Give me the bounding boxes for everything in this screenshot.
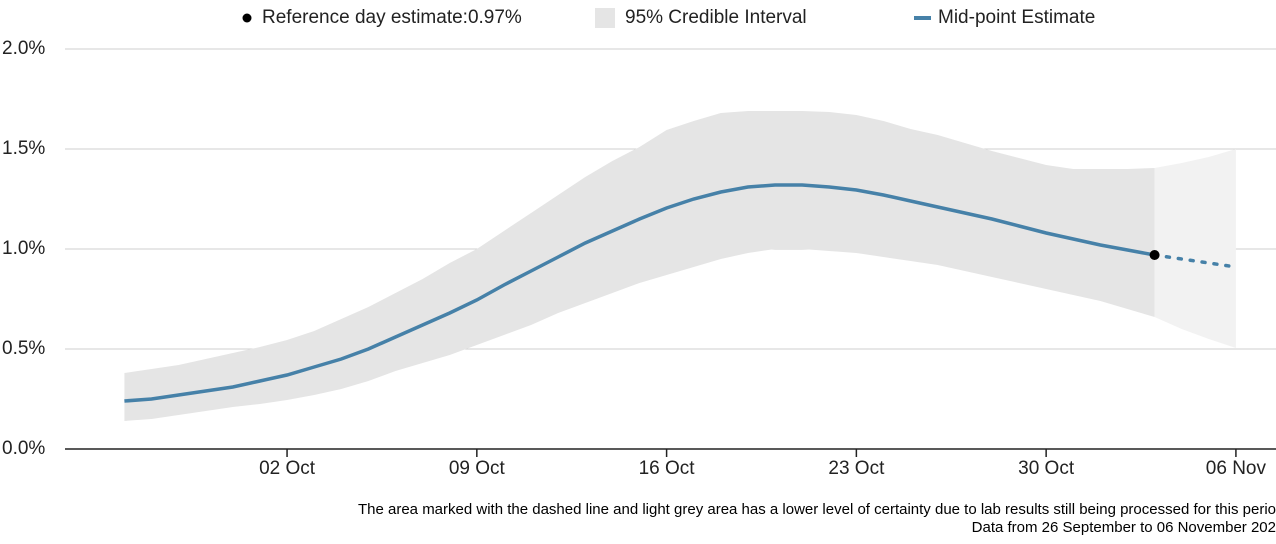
- reference-point: [1149, 250, 1160, 260]
- footnote: Data from 26 September to 06 November 20…: [972, 519, 1276, 536]
- x-tick-label: 06 Nov: [1206, 458, 1267, 479]
- y-tick-label: 1.5%: [2, 138, 45, 159]
- y-tick-label: 1.0%: [2, 238, 45, 259]
- x-tick-label: 09 Oct: [449, 458, 506, 479]
- legend-label: Reference day estimate:0.97%: [262, 7, 522, 28]
- legend-label: Mid-point Estimate: [938, 7, 1095, 28]
- x-tick-label: 23 Oct: [828, 458, 885, 479]
- y-tick-label: 0.0%: [2, 438, 45, 459]
- y-tick-label: 2.0%: [2, 38, 45, 59]
- legend-label: 95% Credible Interval: [625, 7, 807, 28]
- x-tick-label: 30 Oct: [1018, 458, 1075, 479]
- footnote: The area marked with the dashed line and…: [358, 501, 1276, 518]
- legend-swatch: [595, 8, 615, 28]
- y-tick-label: 0.5%: [2, 338, 45, 359]
- x-tick-label: 16 Oct: [639, 458, 696, 479]
- provisional-line: [1152, 253, 1238, 269]
- legend-dot: [242, 13, 252, 23]
- credible-band-provisional: [1154, 149, 1236, 348]
- x-tick-label: 02 Oct: [259, 458, 316, 479]
- mid-line: [124, 183, 1155, 403]
- credible-band: [124, 111, 1155, 421]
